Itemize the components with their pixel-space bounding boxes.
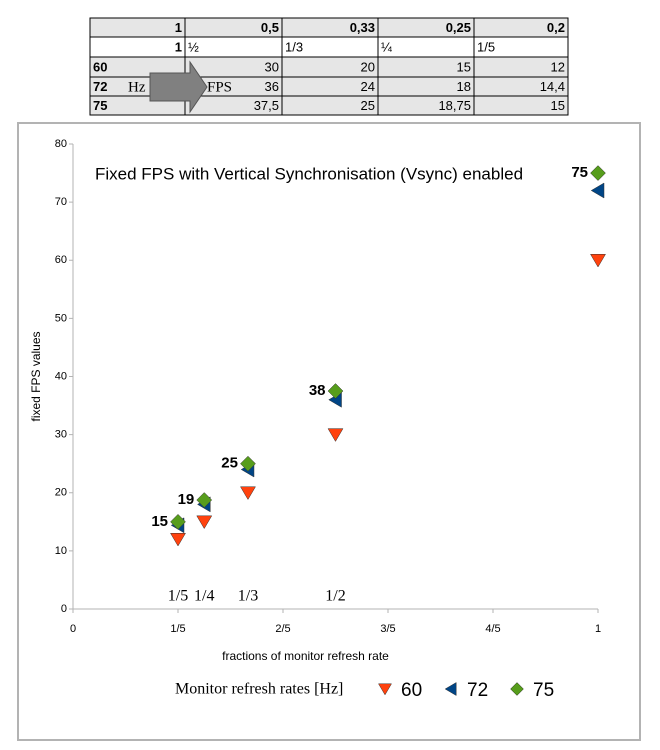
- data-label: 15: [151, 513, 168, 530]
- x-tick-label: 4/5: [485, 623, 500, 635]
- table-text: 15: [457, 59, 471, 74]
- marker: [590, 165, 606, 181]
- y-tick-label: 30: [55, 429, 67, 441]
- table-text: 20: [361, 59, 375, 74]
- table-text: 30: [265, 59, 279, 74]
- data-label: 19: [178, 491, 195, 508]
- x-tick-label: 2/5: [275, 623, 290, 635]
- table-text: 1: [175, 39, 182, 54]
- marker: [327, 428, 344, 442]
- table-text: 36: [265, 79, 279, 94]
- table-text: 18: [457, 79, 471, 94]
- table-text: 60: [93, 59, 107, 74]
- table-text: 1: [175, 20, 182, 35]
- marker: [170, 513, 186, 530]
- legend-label: 60: [401, 680, 422, 701]
- x-tick-label: 1: [595, 623, 601, 635]
- table-text: 14,4: [540, 79, 565, 94]
- marker: [240, 455, 256, 472]
- marker: [196, 492, 213, 508]
- marker: [196, 515, 213, 530]
- fraction-annotation: 1/4: [194, 588, 214, 605]
- table-cell: [377, 36, 475, 58]
- y-tick-label: 10: [55, 545, 67, 557]
- table-text: 37,5: [254, 98, 279, 113]
- table-text: 1/3: [285, 39, 303, 54]
- table-text: 24: [361, 79, 375, 94]
- table-cell: [89, 36, 186, 58]
- table-text: 0,5: [261, 20, 279, 35]
- marker: [327, 383, 344, 399]
- table-text: 15: [551, 98, 565, 113]
- data-label: 38: [309, 382, 326, 399]
- y-tick-label: 20: [55, 487, 67, 499]
- table-text: 18,75: [438, 98, 471, 113]
- marker: [590, 254, 606, 268]
- legend-title: Monitor refresh rates [Hz]: [175, 681, 343, 698]
- legend-marker: [510, 682, 524, 696]
- chart-title: Fixed FPS with Vertical Synchronisation …: [95, 164, 523, 183]
- table-text: ¼: [381, 39, 392, 54]
- arrow-to: FPS: [207, 79, 232, 95]
- legend-label: 72: [467, 680, 488, 701]
- chart: 0 10 20 30 40 50 60 70 80 0 1/5 2/5 3/5 4/5 1 Fixed FPS…: [29, 138, 606, 701]
- y-tick-label: 40: [55, 370, 67, 382]
- legend-label: 75: [533, 680, 554, 701]
- table-text: 1/5: [477, 39, 495, 54]
- y-axis-title: fixed FPS values: [29, 331, 43, 421]
- table-text: 72: [93, 79, 107, 94]
- y-tick-label: 70: [55, 196, 67, 208]
- y-tick-label: 60: [55, 254, 67, 266]
- x-tick-label: 1/5: [170, 623, 185, 635]
- table-text: 25: [361, 98, 375, 113]
- y-tick-label: 50: [55, 312, 67, 324]
- x-axis-title: fractions of monitor refresh rate: [222, 649, 389, 663]
- marker: [240, 486, 256, 500]
- marker: [170, 533, 186, 547]
- y-tick-label: 80: [55, 138, 67, 150]
- arrow-from: Hz: [128, 79, 146, 95]
- table-text: 75: [93, 98, 107, 113]
- fraction-annotation: 1/5: [168, 588, 188, 605]
- x-tick-label: 3/5: [380, 623, 395, 635]
- table-cell: [184, 36, 283, 58]
- x-tick-label: 0: [70, 623, 76, 635]
- fraction-annotation: 1/3: [238, 588, 258, 605]
- data-label: 25: [221, 455, 238, 472]
- table-text: 0,2: [547, 20, 565, 35]
- chart-frame: [17, 122, 641, 741]
- legend-marker: [378, 683, 392, 696]
- table-text: 0,25: [446, 20, 471, 35]
- table-cell: [473, 95, 569, 116]
- y-tick-label: 0: [61, 603, 67, 615]
- table: 1 0,5 0,33 0,25 0,2 1 ½ 1/3 ¼ 1/5 60 30 20 15 12 72 36 24…: [89, 17, 569, 116]
- marker: [590, 182, 605, 199]
- arrow-shape: [149, 60, 208, 114]
- table-text: ½: [188, 39, 199, 54]
- table-text: 12: [551, 59, 565, 74]
- fraction-annotation: 1/2: [325, 588, 345, 605]
- legend-marker: [444, 682, 457, 696]
- table-text: 0,33: [350, 20, 375, 35]
- table-cell: [89, 17, 186, 38]
- data-label: 75: [571, 164, 588, 181]
